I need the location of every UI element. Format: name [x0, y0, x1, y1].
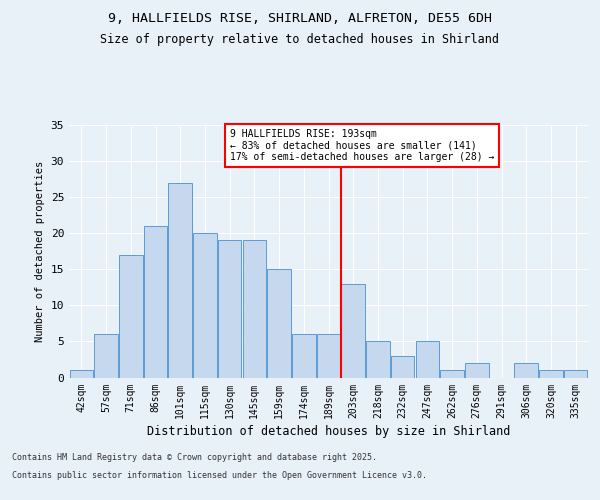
Bar — [193, 233, 217, 378]
Bar — [391, 356, 415, 378]
Bar — [440, 370, 464, 378]
Bar — [70, 370, 93, 378]
Text: Contains HM Land Registry data © Crown copyright and database right 2025.: Contains HM Land Registry data © Crown c… — [12, 454, 377, 462]
Bar — [317, 334, 340, 378]
Bar — [366, 342, 389, 378]
Bar — [268, 270, 291, 378]
Bar — [242, 240, 266, 378]
Bar — [514, 363, 538, 378]
Y-axis label: Number of detached properties: Number of detached properties — [35, 160, 45, 342]
Bar — [144, 226, 167, 378]
Bar — [292, 334, 316, 378]
Bar — [218, 240, 241, 378]
Bar — [169, 182, 192, 378]
Bar — [564, 370, 587, 378]
Bar — [341, 284, 365, 378]
Bar — [416, 342, 439, 378]
Text: Size of property relative to detached houses in Shirland: Size of property relative to detached ho… — [101, 32, 499, 46]
Bar — [119, 255, 143, 378]
Text: 9 HALLFIELDS RISE: 193sqm
← 83% of detached houses are smaller (141)
17% of semi: 9 HALLFIELDS RISE: 193sqm ← 83% of detac… — [230, 128, 494, 162]
Bar — [539, 370, 563, 378]
X-axis label: Distribution of detached houses by size in Shirland: Distribution of detached houses by size … — [147, 424, 510, 438]
Bar — [94, 334, 118, 378]
Text: 9, HALLFIELDS RISE, SHIRLAND, ALFRETON, DE55 6DH: 9, HALLFIELDS RISE, SHIRLAND, ALFRETON, … — [108, 12, 492, 26]
Text: Contains public sector information licensed under the Open Government Licence v3: Contains public sector information licen… — [12, 471, 427, 480]
Bar — [465, 363, 488, 378]
